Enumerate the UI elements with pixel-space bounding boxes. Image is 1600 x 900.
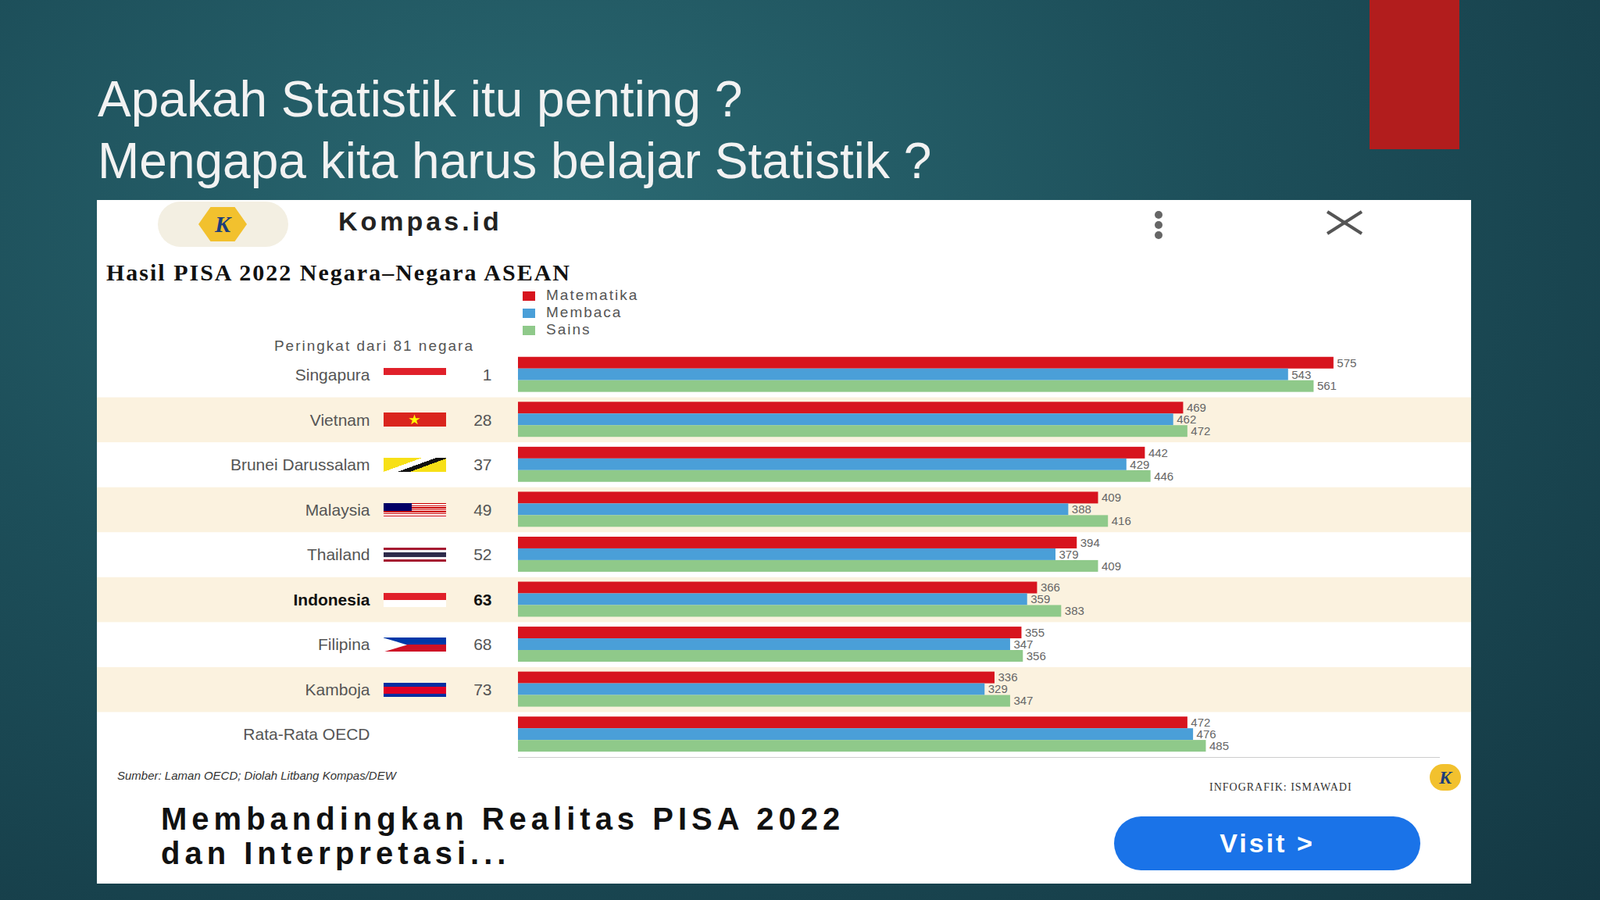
html-text:K: K <box>1439 767 1452 788</box>
html-text:Membaca: Membaca <box>546 303 623 321</box>
svg-text:Brunei Darussalam: Brunei Darussalam <box>230 455 371 474</box>
svg-text:416: 416 <box>1111 514 1132 528</box>
svg-text:429: 429 <box>1129 457 1150 472</box>
html-text:Sumber: Laman OECD; Diolah Lit: Sumber: Laman OECD; Diolah Litbang Kompa… <box>117 768 396 783</box>
html-text:Hasil PISA 2022 Negara–Negara: Hasil PISA 2022 Negara–Negara ASEAN <box>106 259 572 286</box>
svg-text:472: 472 <box>1190 715 1211 729</box>
svg-text:Singapura: Singapura <box>295 365 371 384</box>
html-text:Peringkat dari 81 negara: Peringkat dari 81 negara <box>274 337 475 354</box>
svg-text:543: 543 <box>1291 367 1311 382</box>
svg-text:329: 329 <box>988 682 1008 696</box>
html-text:Apakah Statistik itu penting ?: Apakah Statistik itu penting ? <box>97 71 743 128</box>
svg-text:336: 336 <box>998 670 1018 684</box>
html-text:K: K <box>214 210 231 237</box>
svg-text:469: 469 <box>1186 400 1207 415</box>
html-text:Visit >: Visit > <box>1219 828 1315 858</box>
svg-text:68: 68 <box>473 635 492 654</box>
svg-text:409: 409 <box>1101 559 1122 573</box>
svg-text:472: 472 <box>1190 424 1211 438</box>
svg-text:394: 394 <box>1080 535 1100 550</box>
html-text:Mengapa kita harus belajar Sta: Mengapa kita harus belajar Statistik ? <box>97 132 932 190</box>
svg-text:356: 356 <box>1026 649 1047 663</box>
svg-text:442: 442 <box>1148 446 1168 460</box>
svg-text:52: 52 <box>473 545 492 564</box>
html-text:Membandingkan Realitas PISA 20: Membandingkan Realitas PISA 2022 dan Int… <box>160 801 845 871</box>
svg-text:28: 28 <box>473 410 492 429</box>
svg-text:Rata-Rata OECD: Rata-Rata OECD <box>242 725 370 743</box>
svg-text:63: 63 <box>473 590 492 609</box>
svg-text:409: 409 <box>1101 490 1122 504</box>
svg-text:49: 49 <box>473 500 492 519</box>
svg-text:462: 462 <box>1176 412 1197 426</box>
svg-text:379: 379 <box>1059 547 1079 561</box>
svg-text:561: 561 <box>1317 378 1337 393</box>
svg-text:446: 446 <box>1153 469 1174 483</box>
svg-text:388: 388 <box>1071 502 1092 516</box>
svg-text:347: 347 <box>1013 693 1033 708</box>
svg-text:383: 383 <box>1064 603 1085 618</box>
svg-text:347: 347 <box>1013 637 1034 651</box>
svg-text:575: 575 <box>1336 356 1357 370</box>
svg-text:Thailand: Thailand <box>307 545 371 564</box>
svg-text:73: 73 <box>473 680 492 699</box>
svg-text:Filipina: Filipina <box>317 635 371 654</box>
html-text:Matematika: Matematika <box>546 286 639 304</box>
html-text:Kompas.id: Kompas.id <box>338 206 503 236</box>
svg-text:476: 476 <box>1196 727 1217 741</box>
svg-text:Malaysia: Malaysia <box>305 500 371 519</box>
svg-text:355: 355 <box>1025 625 1045 639</box>
html-text:Sains: Sains <box>546 321 592 338</box>
svg-text:Vietnam: Vietnam <box>310 410 371 429</box>
svg-text:1: 1 <box>482 365 493 384</box>
svg-text:Kamboja: Kamboja <box>305 680 371 699</box>
svg-text:359: 359 <box>1030 592 1050 606</box>
svg-text:Indonesia: Indonesia <box>292 590 370 609</box>
svg-text:366: 366 <box>1040 580 1061 594</box>
svg-text:485: 485 <box>1209 739 1229 753</box>
html-text:INFOGRAFIK: ISMAWADI: INFOGRAFIK: ISMAWADI <box>1209 781 1353 793</box>
svg-text:37: 37 <box>473 455 492 474</box>
